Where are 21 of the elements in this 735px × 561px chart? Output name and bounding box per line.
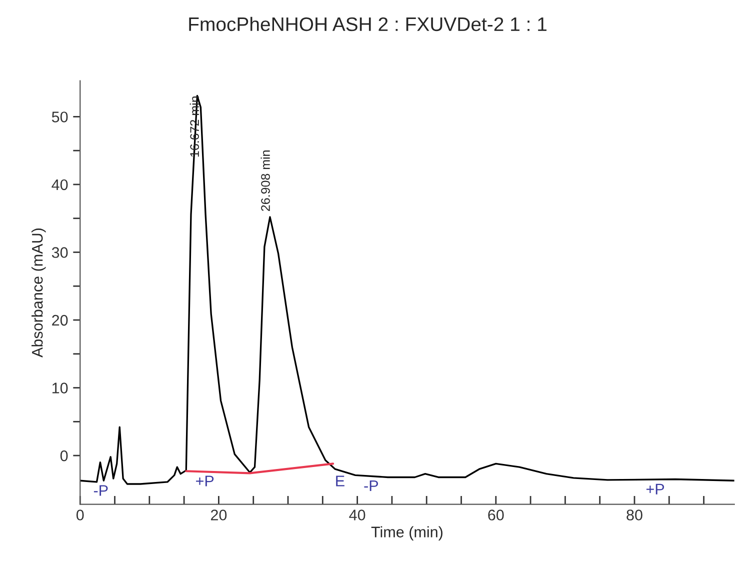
x-axis-title: Time (min) [371, 526, 442, 540]
annotation: -P [364, 480, 378, 492]
y-tick-label: 40 [52, 179, 68, 190]
y-tick-label: 50 [52, 112, 68, 122]
annotation: -P [94, 485, 108, 496]
x-tick-label: 20 [210, 510, 227, 520]
y-tick-label: 10 [52, 382, 68, 394]
annotation: +P [646, 484, 664, 494]
x-tick-label: 80 [626, 510, 642, 520]
y-tick-label: 30 [52, 247, 68, 258]
annotation: +P [196, 476, 214, 486]
x-tick-label: 40 [349, 510, 366, 520]
x-tick-label: 60 [488, 510, 504, 520]
annotation: 26.908 min [260, 150, 270, 211]
annotation: E [336, 476, 344, 486]
y-tick-label: 0 [60, 450, 68, 462]
annotation: 16.672 min [190, 96, 199, 157]
x-tick-label: 0 [76, 510, 84, 520]
y-axis-title: Absorbance (mAU) [32, 228, 46, 358]
y-tick-label: 20 [52, 314, 68, 326]
chart-title: FmocPheNHOH ASH 2 : FXUVDet-2 1 : 1 [189, 16, 546, 32]
